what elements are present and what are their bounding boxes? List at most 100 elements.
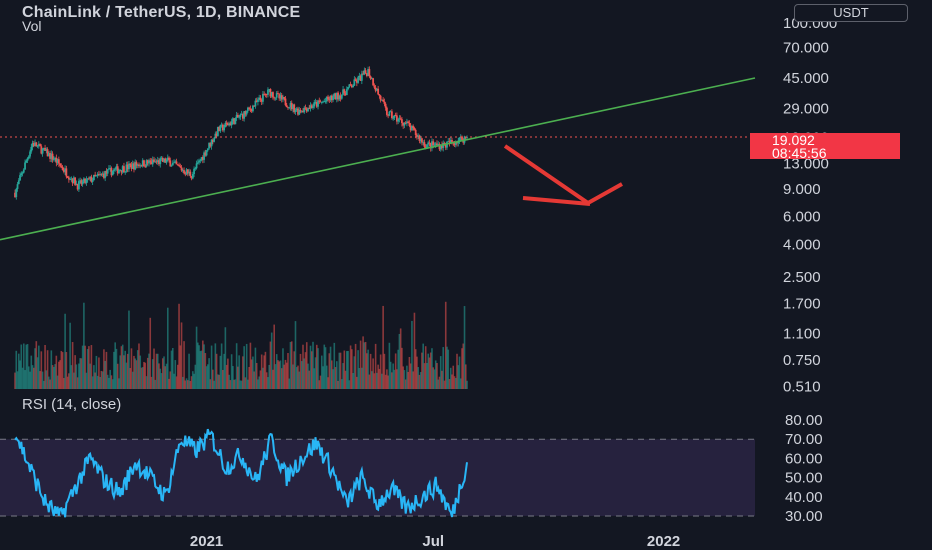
candle-body (260, 99, 263, 102)
volume-bar (393, 369, 396, 389)
volume-bar (337, 380, 339, 389)
volume-bar (314, 357, 317, 389)
candle-body (317, 100, 319, 107)
volume-bar (298, 371, 301, 389)
candle-body (71, 178, 74, 184)
volume-bar (446, 346, 448, 389)
volume-bar (39, 371, 41, 389)
volume-bar (320, 355, 323, 389)
volume-bar (91, 376, 94, 389)
candle-body (188, 171, 190, 174)
time-axis-tick: 2021 (190, 533, 223, 550)
candle-body (230, 121, 233, 126)
volume-bar (329, 346, 332, 389)
candle-body (39, 144, 41, 147)
candle-body (299, 109, 302, 112)
volume-bar (357, 350, 359, 389)
volume-bar (176, 364, 179, 389)
volume-bar (369, 353, 372, 389)
volume-bar (224, 327, 227, 389)
volume-bar (248, 366, 250, 389)
candle-body (253, 105, 256, 107)
candle-body (108, 168, 110, 170)
volume-bar (283, 364, 286, 389)
candle-body (109, 168, 112, 169)
volume-bar (328, 353, 331, 389)
price-axis-tick: 9.000 (783, 181, 821, 198)
volume-bar (106, 374, 109, 389)
volume-bar (100, 370, 103, 389)
candle-body (215, 133, 218, 136)
candle-body (156, 160, 159, 162)
candle-body (98, 174, 100, 175)
volume-bar (79, 358, 81, 389)
candle-body (300, 110, 303, 112)
volume-bar (254, 347, 257, 389)
volume-bar (105, 351, 108, 389)
candle-body (213, 138, 216, 142)
candle-body (409, 125, 412, 131)
trendline (0, 77, 756, 241)
volume-bar (274, 364, 277, 389)
volume-bar (403, 370, 406, 389)
candle-body (160, 157, 163, 159)
volume-bar (307, 363, 309, 389)
candle-body (295, 108, 298, 111)
volume-bar (15, 350, 18, 389)
volume-bar (156, 353, 159, 389)
volume-bar (110, 375, 113, 389)
volume-bar (14, 372, 16, 389)
volume-bar (406, 365, 408, 389)
volume-bar (133, 355, 135, 389)
candle-body (206, 148, 209, 151)
candle-body (199, 160, 202, 162)
volume-bar (86, 348, 89, 389)
volume-bar (368, 374, 371, 389)
candle-body (110, 168, 113, 176)
volume-bar (448, 378, 451, 389)
volume-bar (366, 353, 368, 389)
candle-body (319, 101, 322, 103)
candle-body (289, 102, 292, 108)
volume-bar (384, 374, 387, 389)
currency-button[interactable]: USDT (794, 4, 908, 22)
candle-body (150, 161, 153, 165)
candle-body (15, 188, 18, 198)
candle-body (183, 170, 185, 174)
candle-body (297, 108, 299, 115)
volume-bar (407, 371, 409, 389)
candle-body (111, 171, 114, 176)
candle-body (146, 160, 149, 164)
candle-body (219, 125, 222, 132)
candle-body (325, 96, 328, 101)
volume-bar (453, 376, 456, 389)
candle-body (310, 105, 313, 108)
volume-bar (412, 371, 414, 389)
volume-bar (413, 312, 416, 389)
volume-bar (74, 355, 76, 389)
volume-bar (323, 344, 326, 389)
volume-bar (348, 380, 351, 389)
candle-body (385, 107, 388, 115)
candle-body (273, 97, 276, 99)
volume-bar (103, 349, 105, 389)
candle-body (428, 142, 431, 144)
volume-bar (459, 378, 462, 389)
candle-body (287, 107, 289, 108)
candle-body (338, 95, 341, 100)
candle-body (44, 147, 46, 151)
volume-bar (220, 343, 223, 389)
candle-body (439, 144, 442, 150)
candle-body (175, 161, 178, 165)
volume-bar (58, 361, 60, 389)
volume-bar (56, 375, 59, 389)
volume-bar (165, 363, 168, 389)
volume-bar (128, 310, 130, 389)
volume-bar (53, 366, 55, 389)
price-axis-tick: 70.000 (783, 40, 829, 57)
candle-body (42, 147, 45, 149)
candle-body (66, 176, 69, 178)
candle-body (41, 148, 44, 154)
volume-bar (255, 362, 258, 389)
